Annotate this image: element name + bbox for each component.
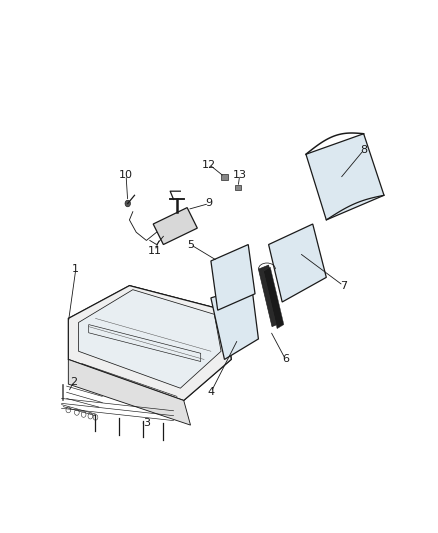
Polygon shape xyxy=(306,134,384,220)
Text: 5: 5 xyxy=(187,239,194,249)
Polygon shape xyxy=(68,359,191,425)
Polygon shape xyxy=(130,286,231,400)
Polygon shape xyxy=(235,184,241,190)
Polygon shape xyxy=(68,286,231,359)
Polygon shape xyxy=(68,286,231,400)
Polygon shape xyxy=(221,174,228,180)
Text: 9: 9 xyxy=(205,198,213,208)
Polygon shape xyxy=(211,286,258,359)
Text: 3: 3 xyxy=(143,418,150,428)
Polygon shape xyxy=(153,207,197,245)
Text: 6: 6 xyxy=(282,354,289,365)
Polygon shape xyxy=(268,224,326,302)
Circle shape xyxy=(125,200,131,207)
Text: 13: 13 xyxy=(233,170,247,180)
Polygon shape xyxy=(78,290,221,388)
Text: 11: 11 xyxy=(148,246,162,256)
Text: 7: 7 xyxy=(340,280,347,290)
Polygon shape xyxy=(264,267,284,329)
Polygon shape xyxy=(211,245,255,310)
Polygon shape xyxy=(258,265,282,327)
Text: 8: 8 xyxy=(360,145,367,155)
Text: 12: 12 xyxy=(202,159,216,169)
Text: 2: 2 xyxy=(70,377,77,387)
Text: 1: 1 xyxy=(72,264,79,274)
Text: 4: 4 xyxy=(207,387,215,397)
Text: 10: 10 xyxy=(119,170,133,180)
